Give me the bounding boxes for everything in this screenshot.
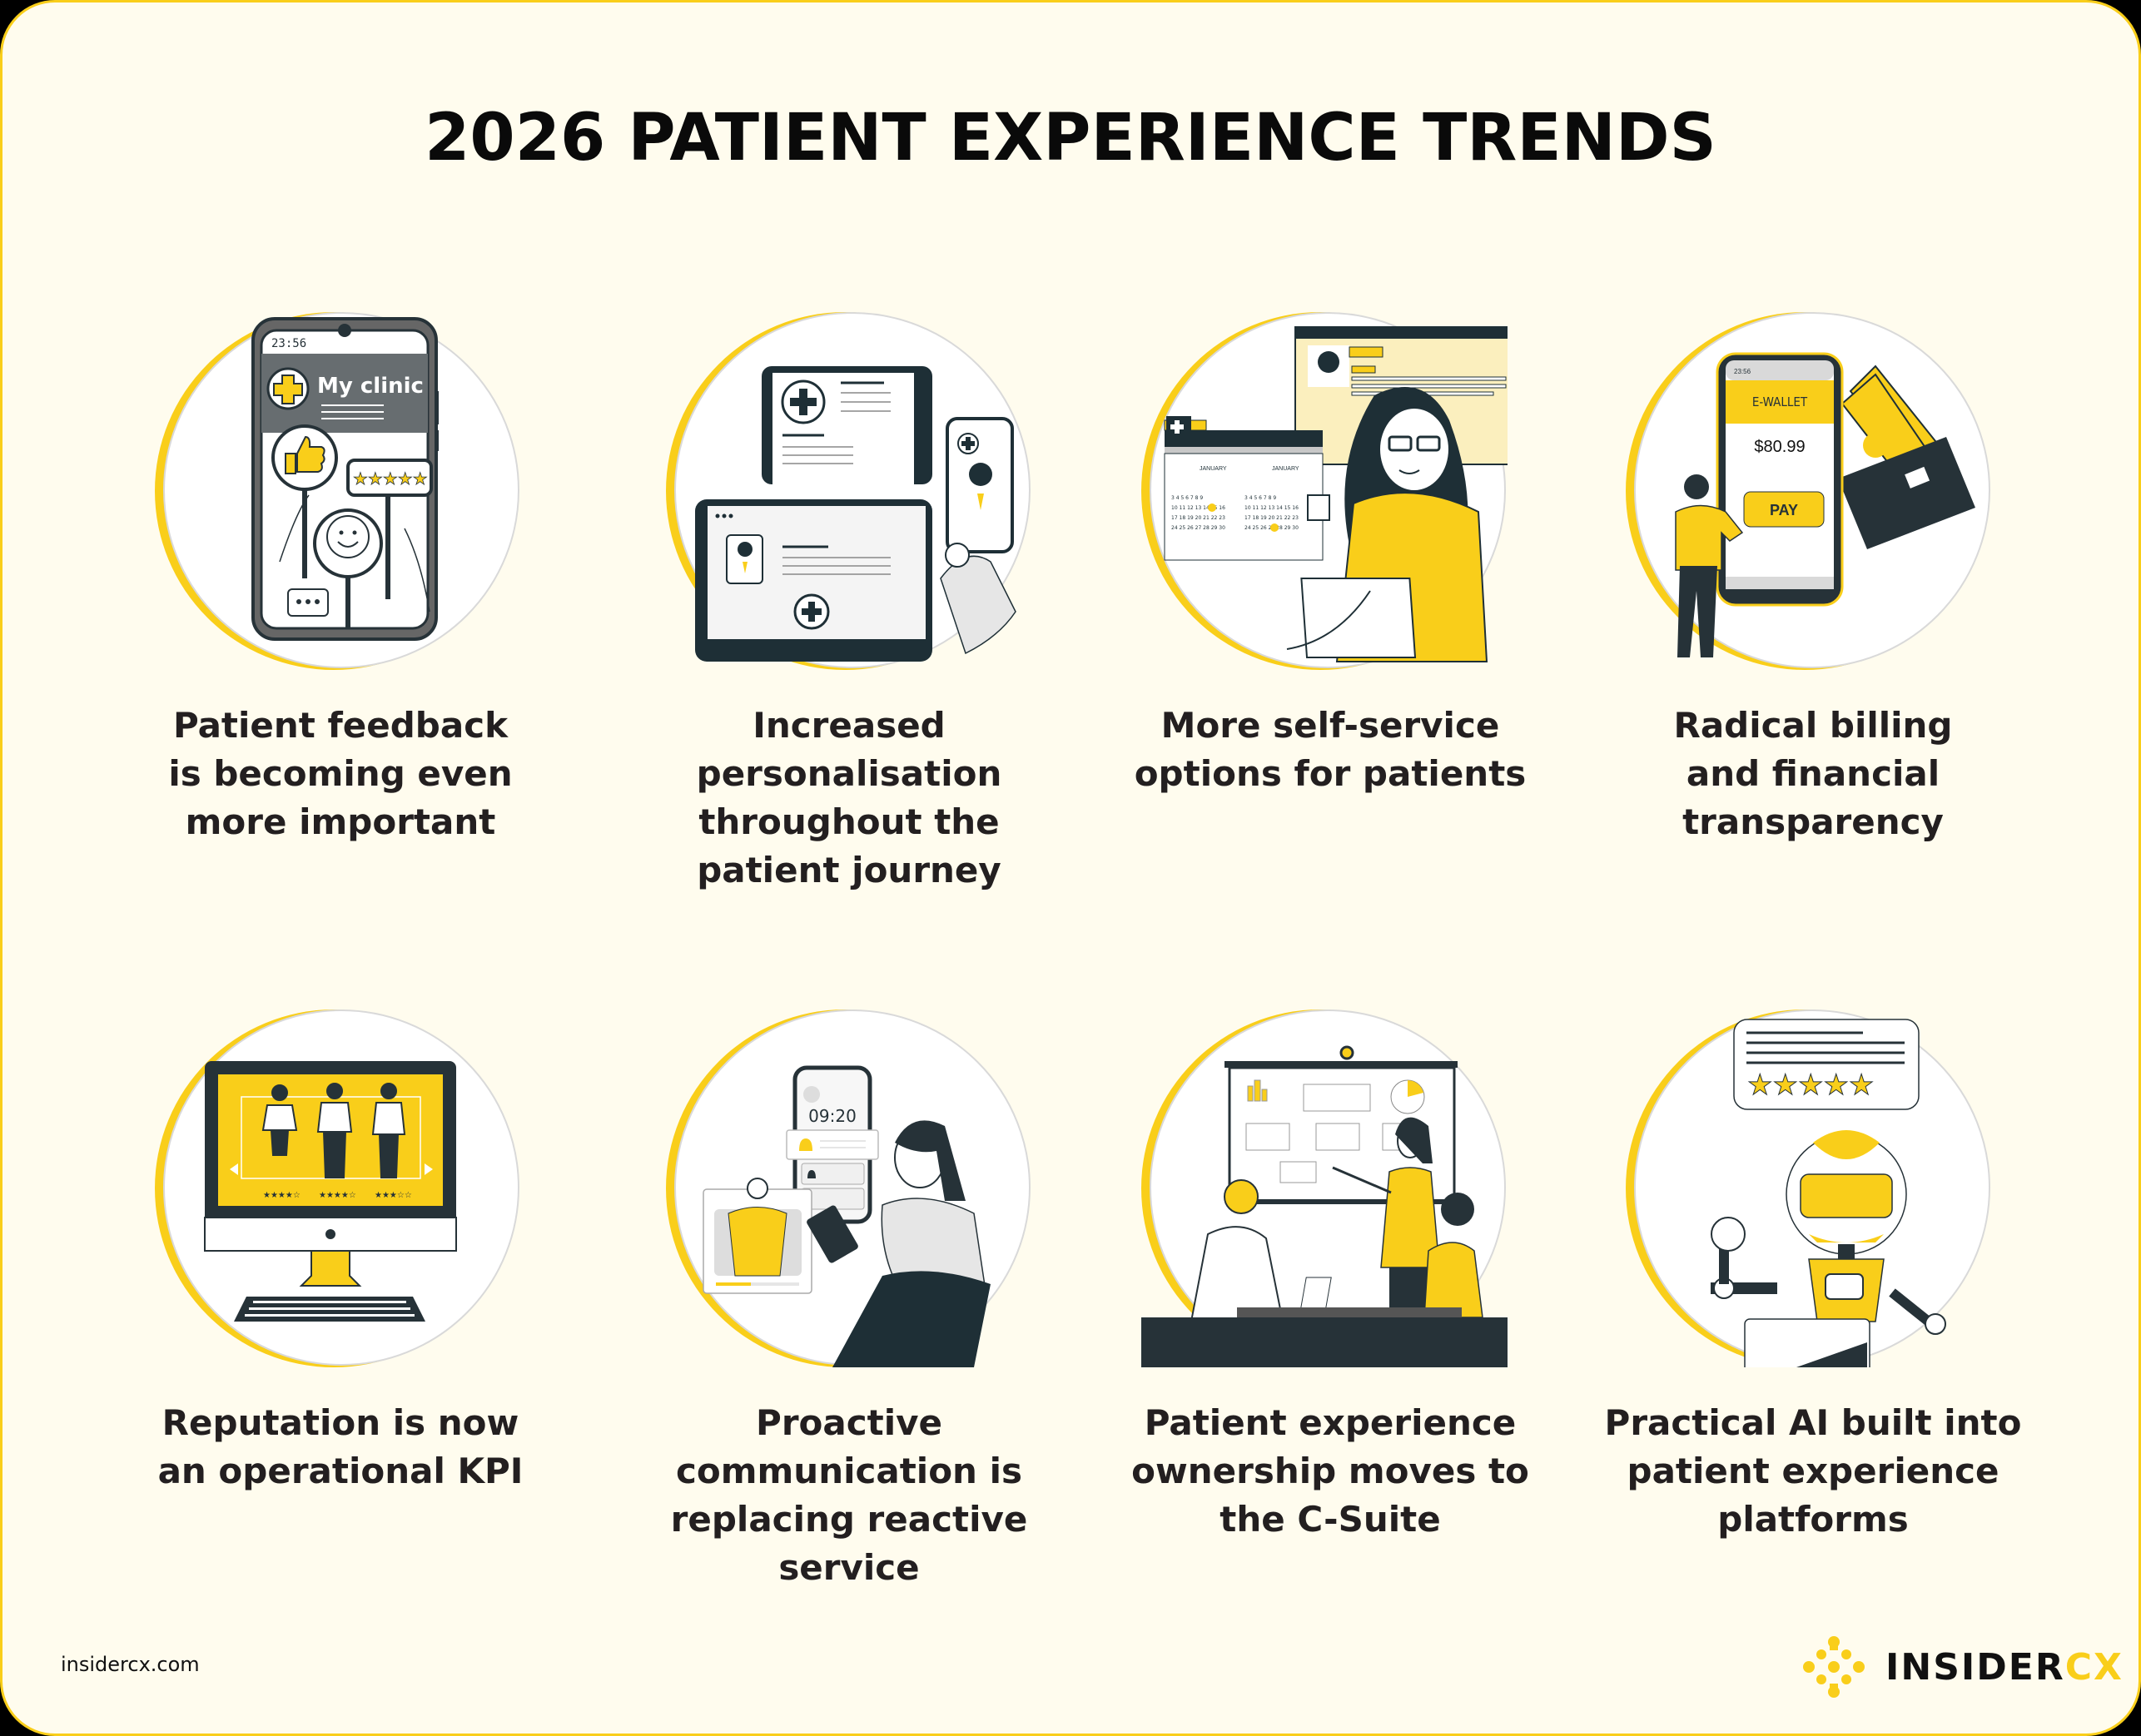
- trend-label-7: Patient experience ownership moves to th…: [1131, 1402, 1529, 1540]
- svg-text:JANUARY: JANUARY: [1200, 466, 1227, 472]
- svg-text:10 11 12 13 14 15 16: 10 11 12 13 14 15 16: [1171, 505, 1225, 511]
- illustration-ai: ★★★★★: [1626, 1009, 1992, 1367]
- trend-label-5: Reputation is now an operational KPI: [157, 1402, 524, 1491]
- page-title: 2026 PATIENT EXPERIENCE TRENDS: [425, 101, 1716, 176]
- svg-text:23:56: 23:56: [1734, 368, 1751, 375]
- calendar-booking-icon: JANUARY JANUARY 3 4 5 6 7 8 9 10 11 12 1…: [1164, 326, 1508, 662]
- svg-text:09:20: 09:20: [808, 1106, 857, 1126]
- insidercx-logo: INSIDERCX: [1801, 1634, 2124, 1700]
- notifications-icon: 09:20: [703, 1065, 991, 1367]
- illustration-c-suite: [1141, 1009, 1508, 1367]
- website-link[interactable]: insidercx.com: [61, 1653, 200, 1676]
- phone-feedback-icon: 23:56 My clinic ★★★★★: [251, 317, 439, 641]
- logo-wordmark: INSIDERCX: [1885, 1645, 2124, 1689]
- svg-text:10 11 12 13 14 15 16: 10 11 12 13 14 15 16: [1244, 505, 1299, 511]
- svg-text:24 25 26 27 28 29 30: 24 25 26 27 28 29 30: [1171, 525, 1225, 531]
- svg-text:PAY: PAY: [1770, 502, 1798, 518]
- trend-label-4: Radical billing and financial transparen…: [1673, 705, 1953, 842]
- illustration-feedback: 23:56 My clinic ★★★★★: [155, 312, 521, 670]
- trend-label-8: Practical AI built into patient experien…: [1604, 1402, 2022, 1540]
- trend-label-3: More self-service options for patients: [1134, 705, 1527, 794]
- devices-doctor-icon: [695, 366, 1016, 662]
- e-wallet-icon: 23:56 E-WALLET $80.99 PAY: [1675, 352, 1975, 657]
- trend-label-1: Patient feedback is becoming even more i…: [168, 705, 513, 842]
- illustration-personalisation: [666, 312, 1032, 670]
- svg-text:JANUARY: JANUARY: [1272, 466, 1299, 472]
- svg-text:★★★★☆: ★★★★☆: [319, 1191, 356, 1200]
- svg-text:17 18 19 20 21 22 23: 17 18 19 20 21 22 23: [1171, 515, 1225, 521]
- svg-text:17 18 19 20 21 22 23: 17 18 19 20 21 22 23: [1244, 515, 1299, 521]
- svg-text:★★★☆☆: ★★★☆☆: [375, 1191, 412, 1200]
- illustration-reputation: ★★★★☆ ★★★★☆ ★★★☆☆: [155, 1009, 521, 1367]
- illustration-billing: 23:56 E-WALLET $80.99 PAY: [1626, 312, 1992, 670]
- trend-label-2: Increased personalisation throughout the…: [696, 705, 1002, 890]
- svg-text:$80.99: $80.99: [1754, 438, 1805, 456]
- svg-text:★★★★☆: ★★★★☆: [263, 1191, 301, 1200]
- monitor-ratings-icon: ★★★★☆ ★★★★☆ ★★★☆☆: [204, 1061, 457, 1322]
- svg-text:★★★★★: ★★★★★: [1747, 1069, 1874, 1101]
- svg-text:23:56: 23:56: [271, 337, 306, 350]
- svg-text:3 4 5 6 7 8 9: 3 4 5 6 7 8 9: [1244, 495, 1276, 501]
- trend-label-6: Proactive communication is replacing rea…: [670, 1402, 1028, 1588]
- illustration-self-service: JANUARY JANUARY 3 4 5 6 7 8 9 10 11 12 1…: [1141, 312, 1508, 670]
- svg-text:3 4 5 6 7 8 9: 3 4 5 6 7 8 9: [1171, 495, 1203, 501]
- illustration-proactive: 09:20: [666, 1009, 1032, 1367]
- boardroom-icon: [1141, 1045, 1508, 1367]
- svg-text:★★★★★: ★★★★★: [353, 470, 428, 489]
- robot-icon: ★★★★★: [1711, 1019, 1946, 1367]
- svg-text:E-WALLET: E-WALLET: [1752, 394, 1808, 409]
- svg-text:My clinic: My clinic: [317, 374, 424, 399]
- logo-mark-icon: [1803, 1636, 1865, 1698]
